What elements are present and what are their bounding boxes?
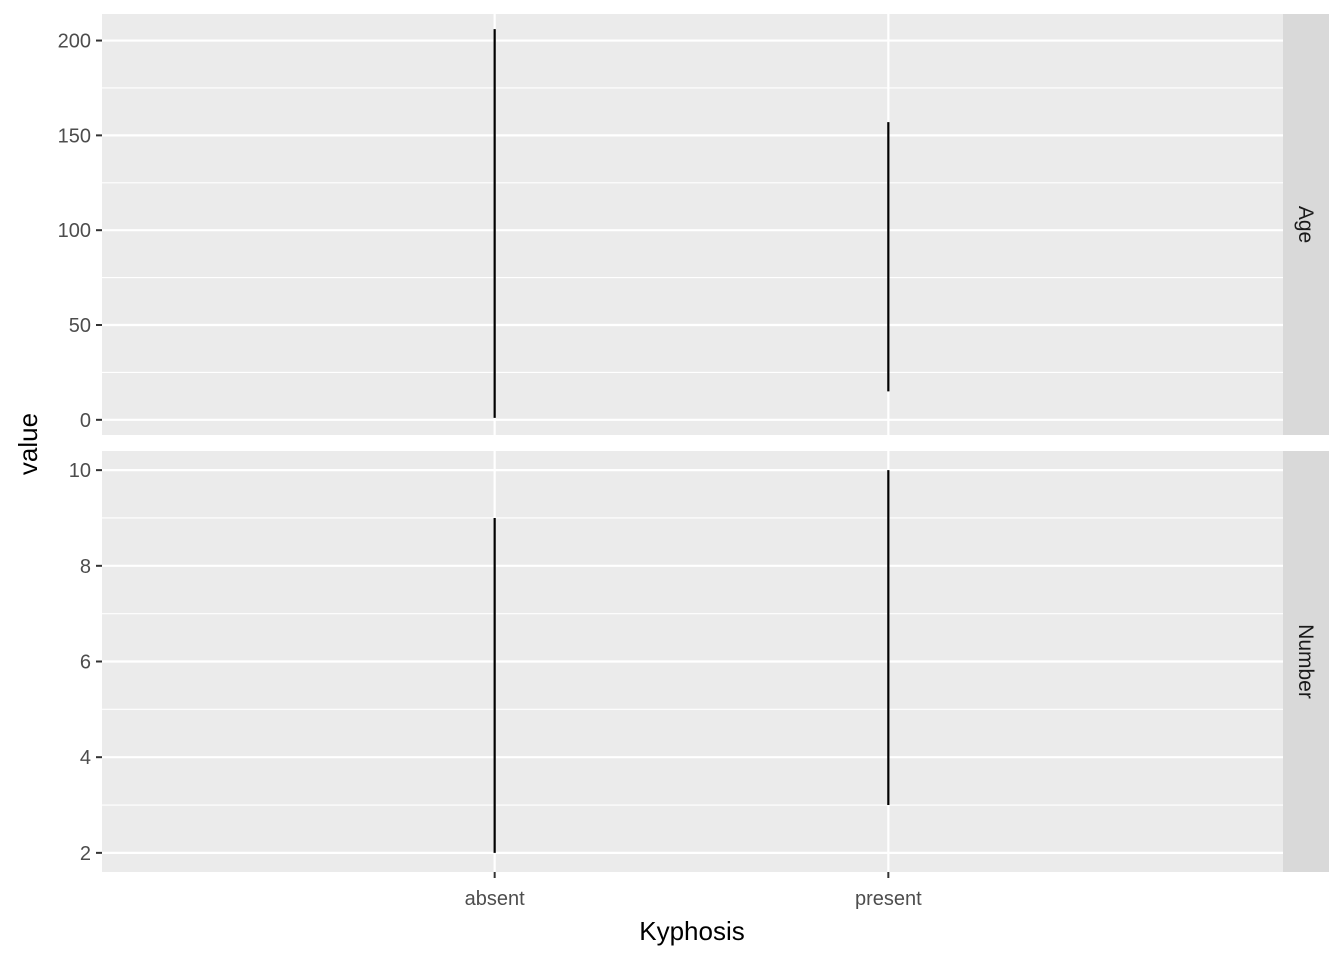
facet-panels: 0 50 100 150 200 Age 2 4 6 8 10 Number — [58, 14, 1329, 872]
x-tick-label: absent — [465, 888, 525, 910]
y-tick-label: 50 — [69, 315, 91, 337]
y-tick-label: 10 — [69, 460, 91, 482]
y-tick-label: 0 — [80, 410, 91, 432]
x-tick-label: present — [855, 888, 922, 910]
y-tick-label: 8 — [80, 556, 91, 578]
y-axis-title: value — [13, 413, 43, 475]
y-tick-label: 150 — [58, 125, 91, 147]
x-axis-title: Kyphosis — [639, 916, 745, 946]
panel-background — [102, 14, 1283, 435]
y-tick-label: 100 — [58, 220, 91, 242]
facet-strip — [1283, 14, 1329, 435]
y-tick-label: 2 — [80, 843, 91, 865]
y-tick-label: 200 — [58, 31, 91, 53]
facet-strip-label: Number — [1294, 624, 1317, 699]
facet-panel-age: 0 50 100 150 200 Age — [58, 14, 1329, 435]
x-axis-ticks: absent present — [465, 872, 922, 910]
y-tick-label: 6 — [80, 652, 91, 674]
facet-strip — [1283, 451, 1329, 872]
facet-strip-label: Age — [1294, 206, 1317, 243]
facet-panel-number: 2 4 6 8 10 Number — [69, 451, 1329, 872]
y-tick-label: 4 — [80, 747, 91, 769]
